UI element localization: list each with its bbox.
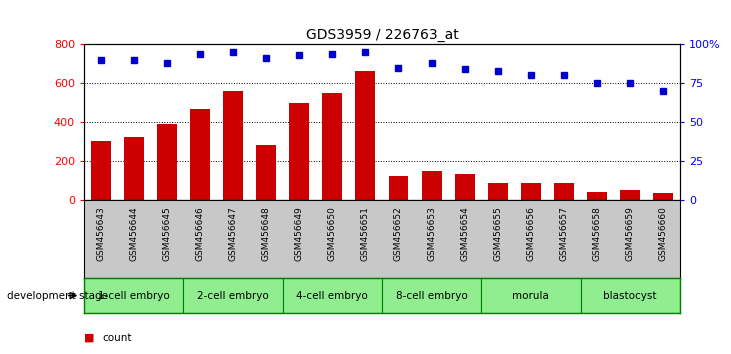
Bar	[620, 190, 640, 200]
Bar	[488, 183, 508, 200]
Text: GSM456657: GSM456657	[559, 206, 569, 261]
Text: GSM456648: GSM456648	[262, 206, 270, 261]
Bar	[355, 70, 375, 200]
Text: GSM456645: GSM456645	[162, 206, 171, 261]
Text: GSM456651: GSM456651	[361, 206, 370, 261]
Text: GSM456649: GSM456649	[295, 206, 303, 261]
Text: 1-cell embryo: 1-cell embryo	[98, 291, 170, 301]
Bar	[554, 183, 574, 200]
Text: GSM456654: GSM456654	[461, 206, 469, 261]
Text: morula: morula	[512, 291, 549, 301]
Text: development stage: development stage	[7, 291, 108, 301]
Text: count: count	[102, 333, 132, 343]
Text: GSM456652: GSM456652	[394, 206, 403, 261]
Bar	[223, 91, 243, 200]
Bar	[521, 183, 541, 200]
Bar	[580, 278, 680, 313]
Bar	[422, 171, 442, 200]
Bar	[481, 278, 580, 313]
Bar	[183, 278, 283, 313]
Bar	[124, 137, 143, 200]
Bar	[389, 176, 409, 200]
Text: GSM456647: GSM456647	[229, 206, 238, 261]
Bar	[190, 109, 210, 200]
Bar	[157, 124, 177, 200]
Bar	[256, 144, 276, 200]
Bar	[455, 174, 474, 200]
Text: 2-cell embryo: 2-cell embryo	[197, 291, 269, 301]
Text: GSM456644: GSM456644	[129, 206, 138, 261]
Text: GSM456656: GSM456656	[526, 206, 535, 261]
Bar	[382, 278, 481, 313]
Text: GSM456653: GSM456653	[427, 206, 436, 261]
Text: blastocyst: blastocyst	[603, 291, 657, 301]
Text: 4-cell embryo: 4-cell embryo	[297, 291, 368, 301]
Bar	[91, 141, 110, 200]
Text: 8-cell embryo: 8-cell embryo	[395, 291, 467, 301]
Text: GSM456650: GSM456650	[327, 206, 337, 261]
Title: GDS3959 / 226763_at: GDS3959 / 226763_at	[306, 28, 458, 42]
Text: GSM456659: GSM456659	[626, 206, 635, 261]
Text: GSM456646: GSM456646	[195, 206, 205, 261]
Bar	[84, 278, 183, 313]
Text: GSM456660: GSM456660	[659, 206, 668, 261]
Text: GSM456655: GSM456655	[493, 206, 502, 261]
Bar	[322, 93, 342, 200]
Bar	[654, 193, 673, 200]
Text: GSM456643: GSM456643	[96, 206, 105, 261]
Text: ■: ■	[84, 333, 94, 343]
Bar	[283, 278, 382, 313]
Bar	[289, 103, 309, 200]
Bar	[587, 192, 607, 200]
Text: GSM456658: GSM456658	[593, 206, 602, 261]
